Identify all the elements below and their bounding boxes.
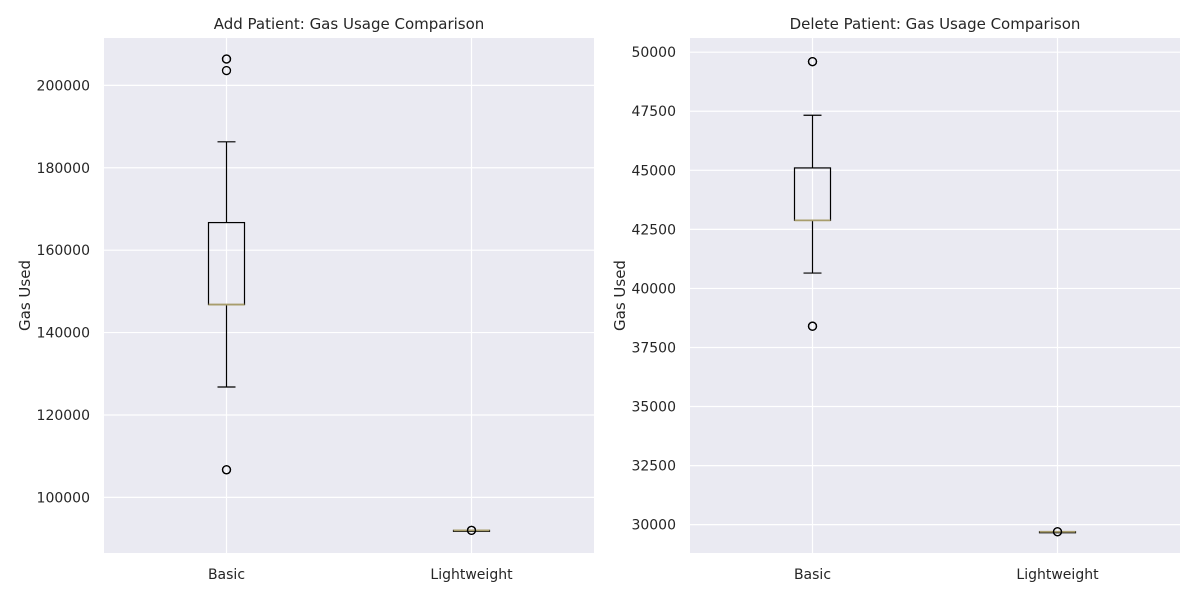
- delete-patient-y-tick-label: 47500: [631, 104, 676, 120]
- add-patient-y-tick-label: 200000: [37, 78, 90, 94]
- delete-patient-y-tick-label: 45000: [631, 163, 676, 179]
- delete-patient-panel: 30000 32500 35000 37500 40000 42500 45000 47500…: [611, 15, 1180, 583]
- add-patient-y-tick-label: 180000: [37, 161, 90, 177]
- add-patient-x-tick-label: Basic: [208, 567, 245, 583]
- add-patient-plot-area: [104, 38, 594, 553]
- outlier-point: [221, 465, 232, 475]
- add-patient-y-tick-label: 120000: [37, 408, 90, 424]
- add-patient-y-tick-label: 140000: [37, 326, 90, 342]
- outlier-point: [221, 65, 232, 76]
- add-patient-grid: [104, 38, 594, 553]
- outlier-point: [1052, 527, 1063, 537]
- delete-patient-basic-boxplot: [793, 56, 832, 331]
- delete-patient-y-tick-label: 37500: [631, 340, 676, 356]
- outlier-point: [221, 54, 232, 64]
- add-patient-ticks: 100000 120000 140000 160000 180000 200000 Basi…: [37, 78, 514, 583]
- add-patient-x-tick-label: Lightweight: [430, 567, 513, 583]
- delete-patient-boxes: [793, 56, 1077, 537]
- delete-patient-y-tick-label: 32500: [631, 459, 676, 475]
- delete-patient-plot-area: [690, 38, 1180, 553]
- add-patient-lightweight-boxplot: [452, 525, 491, 535]
- delete-patient-x-tick-label: Basic: [794, 567, 831, 583]
- add-patient-panel: 100000 120000 140000 160000 180000 200000 Basi…: [16, 15, 594, 583]
- delete-patient-y-tick-label: 40000: [631, 281, 676, 297]
- add-patient-y-tick-label: 100000: [37, 490, 90, 506]
- delete-patient-y-tick-label: 50000: [631, 45, 676, 61]
- delete-patient-y-tick-label: 35000: [631, 400, 676, 416]
- add-patient-chart-title: Add Patient: Gas Usage Comparison: [214, 15, 485, 33]
- outlier-point: [807, 321, 818, 331]
- delete-patient-y-tick-label: 30000: [631, 518, 676, 534]
- add-patient-y-tick-label: 160000: [37, 243, 90, 259]
- outlier-point: [807, 56, 818, 67]
- delete-patient-y-axis-label: Gas Used: [611, 260, 629, 331]
- add-patient-y-axis-label: Gas Used: [16, 260, 34, 331]
- delete-patient-x-tick-label: Lightweight: [1016, 567, 1099, 583]
- delete-patient-ticks: 30000 32500 35000 37500 40000 42500 45000 47500…: [631, 45, 1099, 583]
- delete-patient-lightweight-boxplot: [1038, 527, 1077, 537]
- add-patient-boxes: [207, 54, 491, 535]
- delete-patient-chart-title: Delete Patient: Gas Usage Comparison: [790, 15, 1081, 33]
- add-patient-basic-boxplot: [207, 54, 246, 475]
- delete-patient-y-tick-label: 42500: [631, 222, 676, 238]
- outlier-point: [466, 525, 477, 535]
